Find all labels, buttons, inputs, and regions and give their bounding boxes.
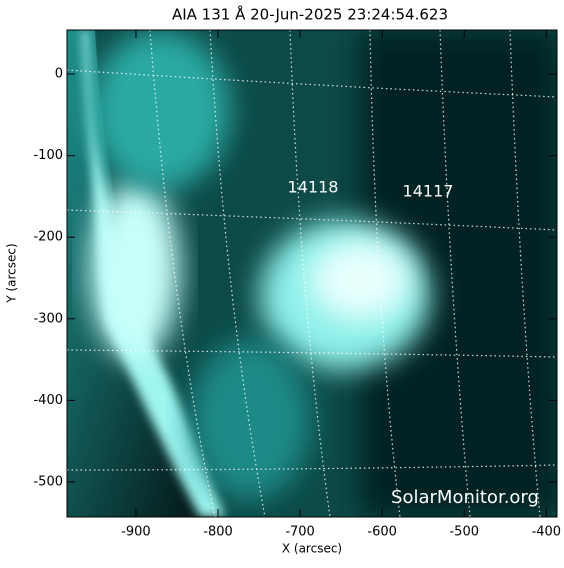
y-tick-label: -300 (33, 311, 63, 326)
plot-frame (66, 29, 558, 518)
chart-title: AIA 131 Å 20-Jun-2025 23:24:54.623 (172, 5, 448, 24)
y-tick-label: -400 (33, 393, 63, 408)
x-tick-label: -500 (449, 525, 479, 540)
y-tick-label: -100 (33, 148, 63, 163)
x-tick-label: -600 (367, 525, 397, 540)
y-tick-label: 0 (55, 67, 63, 82)
y-tick-label: -500 (33, 474, 63, 489)
region-label: 14118 (288, 178, 339, 197)
y-axis-label: Y (arcsec) (5, 243, 19, 303)
x-tick-label: -400 (532, 525, 562, 540)
x-tick-label: -800 (203, 525, 233, 540)
watermark: SolarMonitor.org (391, 487, 539, 508)
y-tick-label: -200 (33, 230, 63, 245)
x-axis-label: X (arcsec) (282, 542, 342, 556)
x-tick-label: -700 (285, 525, 315, 540)
region-label: 14117 (403, 182, 454, 201)
x-tick-label: -900 (121, 525, 151, 540)
solar-image (67, 30, 557, 517)
